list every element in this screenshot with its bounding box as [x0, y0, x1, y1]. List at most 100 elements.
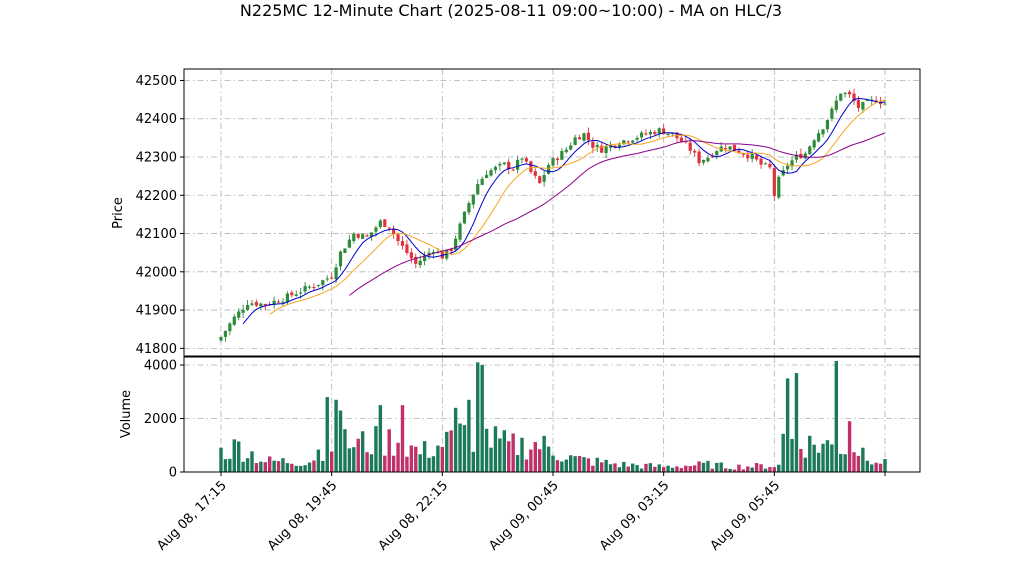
- price-tick-label: 42000: [136, 265, 177, 280]
- candle-body: [250, 303, 254, 305]
- candle-body: [790, 160, 794, 167]
- candle-body: [237, 311, 241, 318]
- candle-body: [485, 174, 489, 179]
- price-tick-label: 42100: [136, 227, 177, 242]
- moving-average-line: [349, 132, 886, 296]
- price-grid: [184, 69, 920, 356]
- candle-body: [476, 184, 480, 195]
- price-tick-label: 42400: [136, 112, 177, 127]
- price-tick-label: 42300: [136, 151, 177, 166]
- volume-bar: [865, 460, 869, 472]
- volume-bar: [874, 462, 878, 472]
- candle-body: [489, 170, 493, 176]
- candle-body: [737, 150, 741, 154]
- volume-bar: [763, 468, 768, 472]
- candle-body: [777, 176, 781, 198]
- x-axis: Aug 08, 17:15 Aug 08, 19:45 Aug 08, 22:15 A…: [154, 472, 886, 554]
- volume-bar: [630, 463, 635, 472]
- volume-bar: [365, 452, 369, 472]
- candle-body: [564, 149, 568, 153]
- volume-bar: [852, 452, 856, 472]
- candle-body: [617, 144, 621, 148]
- volume-bar: [772, 467, 777, 472]
- volume-bar: [294, 465, 298, 472]
- volume-bar: [511, 433, 515, 472]
- x-tick-label: Aug 08, 19:45: [265, 478, 341, 554]
- volume-bar: [524, 459, 529, 472]
- volume-bar: [777, 464, 781, 472]
- volume-bar: [679, 468, 684, 472]
- volume-bar: [843, 454, 847, 472]
- volume-bar: [692, 465, 697, 472]
- candle-body: [471, 194, 475, 205]
- volume-bar: [480, 365, 484, 472]
- volume-bar: [538, 449, 542, 472]
- volume-bar: [241, 461, 245, 472]
- volume-bar: [223, 459, 228, 472]
- volume-bar: [520, 437, 524, 472]
- volume-bar: [374, 426, 378, 472]
- volume-bar: [476, 362, 480, 472]
- volume-bar: [245, 458, 250, 472]
- candle-body: [763, 163, 768, 165]
- candle-body: [330, 277, 334, 279]
- candle-body: [480, 178, 484, 185]
- volume-bar: [577, 455, 582, 472]
- volume-tick-label: 0: [169, 466, 177, 481]
- candle-body: [759, 158, 763, 165]
- volume-bar: [449, 430, 453, 472]
- candle-body: [294, 294, 298, 297]
- candle-body: [542, 175, 546, 182]
- candle-body: [728, 146, 732, 150]
- candle-body: [883, 103, 887, 105]
- volume-bar: [684, 465, 688, 472]
- volume-bar: [533, 442, 537, 472]
- price-tick-label: 42200: [136, 189, 177, 204]
- candle-body: [732, 144, 737, 151]
- volume-bar: [316, 449, 321, 472]
- volume-bar: [883, 459, 887, 472]
- x-tick-label: Aug 09, 05:45: [708, 478, 784, 554]
- volume-bar: [329, 451, 334, 472]
- candle-body: [343, 248, 347, 253]
- volume-bar: [666, 465, 670, 472]
- candle-body: [533, 171, 537, 176]
- volume-bar: [719, 462, 723, 472]
- volume-bar: [467, 399, 471, 472]
- volume-bar: [870, 464, 874, 472]
- volume-bar: [626, 466, 630, 472]
- volume-bar: [856, 455, 861, 472]
- candle-body: [299, 292, 303, 294]
- candle-body: [560, 151, 564, 160]
- candle-body: [555, 158, 560, 161]
- volume-bar: [644, 463, 648, 472]
- candle-body: [232, 316, 236, 325]
- candle-body: [462, 211, 467, 224]
- candle-body: [538, 176, 542, 184]
- volume-bar: [369, 454, 374, 472]
- candle-body: [458, 223, 462, 240]
- candle-body: [843, 92, 847, 94]
- candle-body: [768, 163, 772, 168]
- volume-bar: [785, 378, 790, 472]
- volume-bar: [400, 405, 405, 472]
- volume-bar: [396, 442, 400, 472]
- candle-body: [786, 165, 790, 170]
- volume-bar: [781, 433, 785, 472]
- candle-body: [511, 169, 515, 171]
- candle-body: [710, 156, 714, 158]
- candle-body: [591, 141, 595, 148]
- candle-body: [409, 252, 413, 259]
- volume-bars-group: [219, 361, 887, 472]
- volume-bar: [431, 456, 436, 472]
- candle-body: [427, 252, 431, 256]
- volume-bar: [591, 465, 595, 472]
- candle-body: [622, 140, 626, 144]
- candle-body: [374, 227, 378, 232]
- candle-body: [520, 158, 524, 160]
- candle-body: [852, 93, 856, 102]
- volume-bar: [830, 444, 834, 472]
- volume-bar: [303, 465, 307, 472]
- volume-bar: [343, 429, 347, 472]
